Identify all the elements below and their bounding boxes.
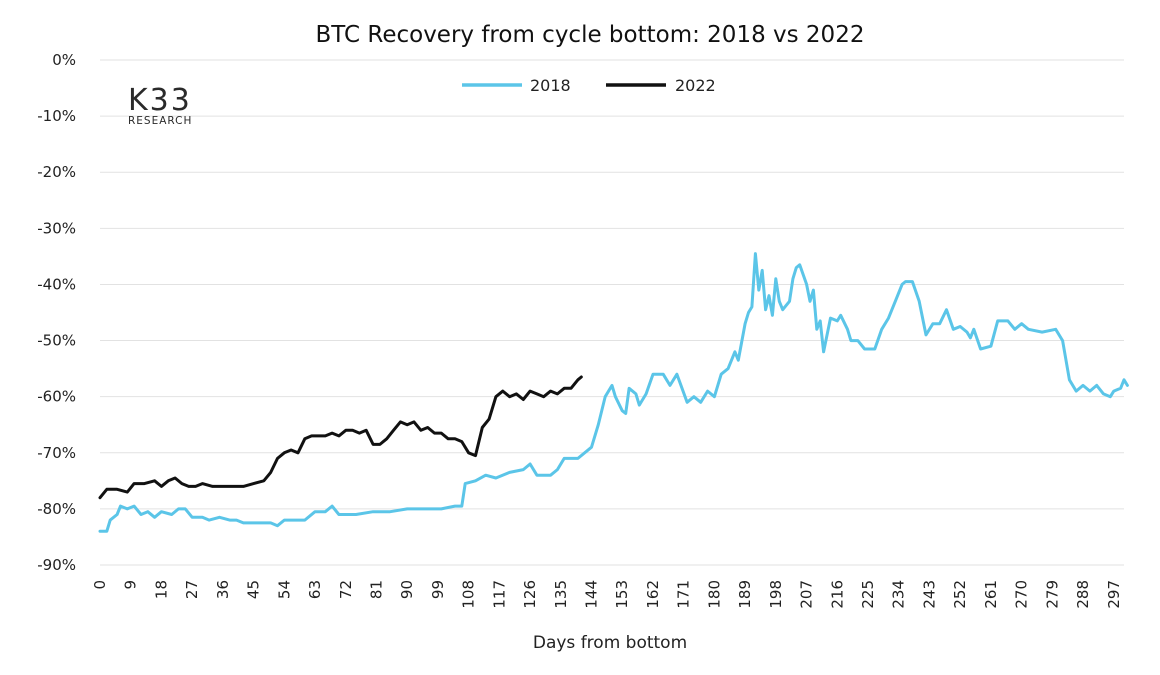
x-tick-label: 36: [214, 580, 232, 599]
x-tick-label: 180: [705, 580, 723, 609]
x-tick-label: 117: [490, 580, 508, 609]
y-tick-label: -60%: [37, 388, 76, 406]
grid: [100, 59, 1124, 566]
y-tick-label: -50%: [37, 332, 76, 350]
x-tick-label: 153: [613, 580, 631, 609]
x-tick-label: 252: [951, 580, 969, 609]
x-tick-label: 18: [152, 580, 170, 599]
x-axis-label: Days from bottom: [533, 633, 687, 653]
x-tick-label: 243: [920, 580, 938, 609]
y-tick-label: 0%: [52, 51, 76, 69]
y-tick-label: -10%: [37, 107, 76, 125]
y-axis: 0% -10% -20% -30% -40% -50% -60% -70% -80% -90%: [37, 51, 76, 574]
legend-label-2018: 2018: [530, 76, 571, 95]
series-line-2022: [98, 375, 583, 500]
x-tick-label: 90: [398, 580, 416, 599]
x-tick-label: 162: [644, 580, 662, 609]
logo-k33: K33: [128, 83, 192, 118]
x-tick-label: 72: [337, 580, 355, 599]
x-tick-label: 27: [183, 580, 201, 599]
x-tick-label: 207: [798, 580, 816, 609]
x-tick-label: 198: [767, 580, 785, 609]
x-tick-label: 171: [675, 580, 693, 609]
x-tick-label: 279: [1043, 580, 1061, 609]
x-tick-label: 108: [460, 580, 478, 609]
x-tick-label: 261: [982, 580, 1000, 609]
x-tick-label: 234: [890, 580, 908, 609]
legend: 2018 2022: [462, 76, 716, 95]
logo-research: RESEARCH: [128, 115, 192, 127]
x-tick-label: 288: [1074, 580, 1092, 609]
x-tick-label: 144: [583, 580, 601, 609]
x-tick-label: 126: [521, 580, 539, 609]
x-tick-label: 81: [367, 580, 385, 599]
x-tick-label: 45: [245, 580, 263, 599]
x-tick-label: 63: [306, 580, 324, 599]
x-tick-label: 99: [429, 580, 447, 599]
y-tick-label: -80%: [37, 500, 76, 518]
x-tick-label: 189: [736, 580, 754, 609]
x-tick-label: 54: [275, 580, 293, 599]
y-tick-label: -20%: [37, 163, 76, 181]
x-tick-label: 225: [859, 580, 877, 609]
x-tick-label: 135: [552, 580, 570, 609]
y-tick-label: -40%: [37, 275, 76, 293]
logo: K33 RESEARCH: [128, 83, 192, 127]
x-tick-label: 0: [91, 580, 109, 590]
chart-title: BTC Recovery from cycle bottom: 2018 vs …: [316, 22, 865, 48]
x-axis: 0 9 18 27 36 45 54 63 72 81 90 99 108 117 126 135 144 153…: [91, 580, 1123, 609]
y-tick-label: -30%: [37, 219, 76, 237]
x-tick-label: 270: [1013, 580, 1031, 609]
series-lines: [98, 252, 1129, 533]
x-tick-label: 216: [828, 580, 846, 609]
y-tick-label: -90%: [37, 556, 76, 574]
x-tick-label: 297: [1105, 580, 1123, 609]
x-tick-label: 9: [122, 580, 140, 590]
y-tick-label: -70%: [37, 444, 76, 462]
series-line-2018: [98, 252, 1129, 533]
legend-label-2022: 2022: [675, 76, 716, 95]
